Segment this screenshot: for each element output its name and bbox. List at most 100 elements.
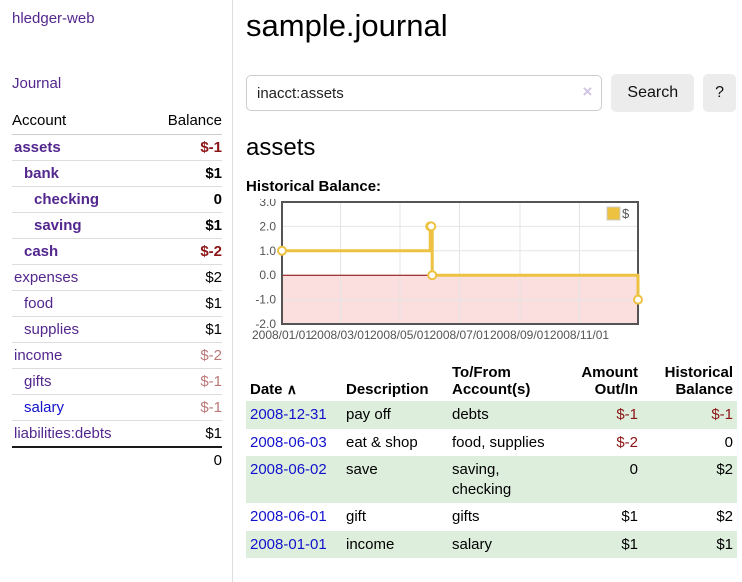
account-balance: $1 bbox=[147, 420, 222, 447]
sidebar-account-link[interactable]: bank bbox=[24, 165, 60, 182]
account-name-cell: cash bbox=[12, 238, 148, 265]
transaction-balance: $1 bbox=[716, 535, 733, 553]
account-heading: assets bbox=[246, 134, 316, 161]
transaction-date-cell: 2008-01-01 bbox=[246, 531, 342, 559]
transaction-description: income bbox=[346, 535, 395, 553]
accounts-total-value: 0 bbox=[147, 446, 222, 473]
transaction-accounts: debts bbox=[452, 406, 489, 423]
account-row: supplies $1 bbox=[12, 316, 222, 343]
account-name-cell: liabilities:debts bbox=[12, 420, 148, 447]
clear-search-icon[interactable]: × bbox=[582, 82, 593, 101]
account-name-cell: food bbox=[12, 290, 148, 317]
search-input-wrap: × bbox=[246, 75, 603, 111]
sidebar-account-link[interactable]: food bbox=[24, 295, 54, 312]
transaction-date-link[interactable]: 2008-06-02 bbox=[250, 461, 327, 478]
account-balance: $-1 bbox=[200, 139, 222, 156]
sidebar-account-link[interactable]: saving bbox=[34, 217, 82, 234]
svg-text:3.0: 3.0 bbox=[259, 199, 276, 209]
account-balance: $-1 bbox=[147, 394, 222, 421]
svg-text:1.0: 1.0 bbox=[259, 244, 276, 258]
account-balance: $2 bbox=[147, 264, 222, 291]
account-row: assets $-1 bbox=[12, 135, 222, 161]
register-header-row: Date ∧ Description To/From Account(s) Am… bbox=[246, 361, 737, 401]
register-table: Date ∧ Description To/From Account(s) Am… bbox=[246, 361, 737, 558]
historical-balance-chart[interactable]: $3.0 2.0 1.0 0.0 -1.0 -2.0 2008/01/01 2008/03/0… bbox=[246, 195, 646, 347]
account-name-cell: income bbox=[12, 342, 148, 369]
account-balance: $-1 bbox=[147, 368, 222, 395]
account-name-cell: supplies bbox=[12, 316, 148, 343]
sidebar-account-link[interactable]: expenses bbox=[14, 269, 79, 286]
sidebar-account-link[interactable]: supplies bbox=[24, 321, 80, 338]
sidebar-item-journal[interactable]: Journal bbox=[12, 75, 62, 92]
account-row: salary $-1 bbox=[12, 394, 222, 421]
account-name-cell: bank bbox=[12, 160, 148, 187]
account-row: liabilities:debts $1 bbox=[12, 420, 222, 447]
register-col-balance: Historical Balance bbox=[664, 364, 733, 398]
sidebar-account-link[interactable]: liabilities:debts bbox=[14, 425, 112, 442]
search-button[interactable]: Search bbox=[611, 74, 695, 112]
brand-link[interactable]: hledger-web bbox=[12, 10, 95, 27]
search-input[interactable] bbox=[246, 75, 603, 111]
svg-text:2008/05/01: 2008/05/01 bbox=[370, 328, 430, 342]
svg-text:0.0: 0.0 bbox=[259, 268, 276, 282]
register-row: 2008-12-31 pay off debts $-1 $-1 bbox=[246, 401, 737, 429]
transaction-accounts: salary bbox=[452, 535, 493, 553]
transaction-date-link[interactable]: 2008-06-03 bbox=[250, 433, 327, 451]
svg-text:2008/07/01: 2008/07/01 bbox=[429, 328, 489, 342]
svg-text:-2.0: -2.0 bbox=[255, 317, 276, 331]
sidebar-account-link[interactable]: checking bbox=[34, 191, 100, 208]
sidebar-account-link[interactable]: cash bbox=[24, 243, 59, 260]
account-row: expenses $2 bbox=[12, 264, 222, 291]
chart-title: Historical Balance: bbox=[246, 178, 382, 195]
search-form: × Search ? bbox=[246, 74, 736, 112]
register-col-accounts: To/From Account(s) bbox=[452, 364, 531, 398]
account-row: income $-2 bbox=[12, 342, 222, 369]
accounts-total-row: 0 bbox=[12, 446, 222, 473]
sidebar-account-link[interactable]: salary bbox=[24, 399, 65, 416]
transaction-accounts: food, supplies bbox=[452, 433, 545, 451]
account-row: bank $1 bbox=[12, 160, 222, 187]
transaction-balance: $-1 bbox=[711, 406, 733, 423]
transaction-description: gift bbox=[346, 508, 367, 525]
account-name-cell: salary bbox=[12, 394, 148, 421]
register-col-date-label: Date bbox=[250, 381, 283, 398]
transaction-date-cell: 2008-06-03 bbox=[246, 429, 342, 457]
sidebar-account-link[interactable]: income bbox=[14, 347, 63, 364]
account-row: gifts $-1 bbox=[12, 368, 222, 395]
account-row: cash $-2 bbox=[12, 238, 222, 265]
transaction-date-link[interactable]: 2008-06-01 bbox=[250, 508, 327, 525]
register-col-date[interactable]: Date ∧ bbox=[246, 361, 342, 401]
register-col-amount: Amount Out/In bbox=[581, 364, 638, 398]
transaction-date-link[interactable]: 2008-01-01 bbox=[250, 535, 327, 553]
transaction-amount: $-1 bbox=[616, 406, 638, 423]
transaction-date-link[interactable]: 2008-12-31 bbox=[250, 406, 327, 423]
account-row: food $1 bbox=[12, 290, 222, 317]
sidebar-account-link[interactable]: gifts bbox=[24, 373, 52, 390]
account-name-cell: expenses bbox=[12, 264, 148, 291]
register-row: 2008-06-01 gift gifts $1 $2 bbox=[246, 503, 737, 531]
transaction-amount: $-2 bbox=[616, 433, 638, 451]
sort-asc-icon: ∧ bbox=[286, 381, 297, 397]
help-button[interactable]: ? bbox=[703, 74, 736, 112]
account-name-cell: gifts bbox=[12, 368, 148, 395]
svg-text:2008/11/01: 2008/11/01 bbox=[550, 328, 609, 342]
register-row: 2008-01-01 income salary $1 $1 bbox=[246, 530, 737, 559]
transaction-balance: $2 bbox=[716, 508, 733, 525]
transaction-accounts: saving, checking bbox=[452, 461, 512, 498]
accounts-header-balance: Balance bbox=[147, 108, 222, 135]
account-name-cell: checking bbox=[12, 186, 148, 213]
account-name-cell: assets bbox=[12, 135, 148, 161]
transaction-amount: 0 bbox=[629, 461, 638, 478]
accounts-header-account: Account bbox=[12, 108, 148, 135]
transaction-description: pay off bbox=[346, 406, 391, 423]
transaction-amount: $1 bbox=[621, 508, 638, 525]
accounts-table: Account Balance assets $-1 bank $1 checking 0… bbox=[12, 108, 222, 473]
account-balance: 0 bbox=[147, 186, 222, 213]
transaction-date-cell: 2008-06-02 bbox=[246, 456, 342, 503]
sidebar-account-link[interactable]: assets bbox=[14, 139, 61, 156]
transaction-date-cell: 2008-12-31 bbox=[246, 401, 342, 429]
transaction-balance: $2 bbox=[716, 461, 733, 478]
page-title: sample.journal bbox=[246, 8, 448, 43]
transaction-description: save bbox=[346, 461, 378, 478]
account-balance: $-2 bbox=[147, 342, 222, 369]
